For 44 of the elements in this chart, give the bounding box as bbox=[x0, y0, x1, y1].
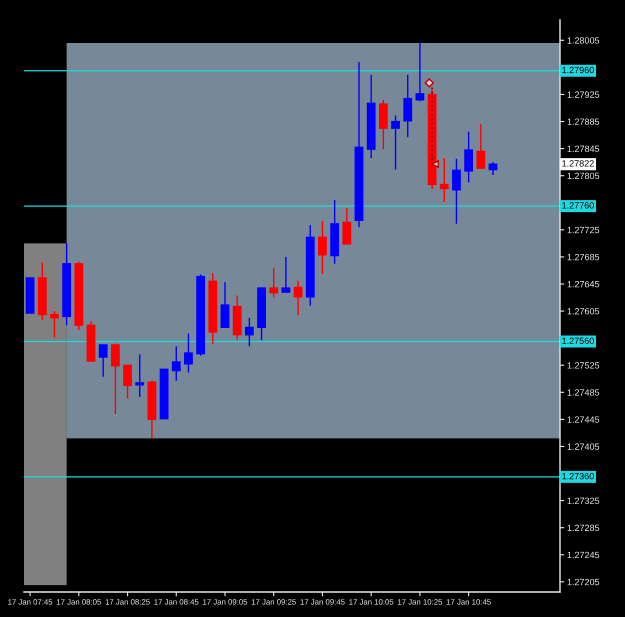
candlestick bbox=[269, 267, 278, 298]
candlestick bbox=[220, 281, 230, 328]
y-tick-label: 1.28005 bbox=[568, 37, 600, 44]
ref-line-label: 1.27760 bbox=[562, 202, 594, 209]
y-tick-label: 1.27525 bbox=[568, 362, 600, 369]
candlestick bbox=[342, 207, 352, 245]
candlestick bbox=[294, 280, 302, 316]
candlestick bbox=[440, 157, 449, 203]
candlestick bbox=[110, 342, 120, 415]
y-tick-label: 1.27725 bbox=[568, 226, 600, 234]
ref-line-label: 1.27960 bbox=[562, 66, 594, 74]
y-tick-label: 1.27805 bbox=[568, 172, 600, 180]
candlestick bbox=[123, 364, 132, 400]
candlestick bbox=[416, 42, 424, 102]
candlestick bbox=[172, 346, 181, 382]
candlestick bbox=[403, 74, 412, 138]
y-tick-label: 1.27485 bbox=[568, 389, 600, 396]
candlestick bbox=[244, 317, 254, 347]
candlestick bbox=[391, 114, 400, 170]
candlestick bbox=[50, 310, 59, 338]
y-tick-label: 1.27405 bbox=[568, 443, 600, 450]
candlestick bbox=[476, 124, 486, 169]
ref-line-label: 1.27360 bbox=[562, 472, 594, 480]
y-tick-label: 1.27645 bbox=[568, 280, 600, 288]
text: 1.27822 bbox=[562, 160, 594, 167]
candlestick bbox=[452, 158, 461, 224]
y-tick-label: 1.27845 bbox=[568, 146, 600, 152]
y-tick-label: 1.27285 bbox=[568, 524, 600, 532]
y-tick-label: 1.27885 bbox=[568, 118, 600, 125]
y-tick-label: 1.27205 bbox=[568, 578, 600, 586]
candlestick bbox=[464, 130, 474, 184]
y-tick-label: 1.27925 bbox=[568, 91, 600, 98]
y-tick-label: 1.27245 bbox=[568, 552, 600, 558]
candlestick bbox=[318, 220, 327, 275]
candlestick bbox=[488, 161, 498, 176]
candlestick bbox=[184, 332, 193, 374]
y-tick-label: 1.27445 bbox=[568, 416, 600, 423]
y-tick-label: 1.27325 bbox=[568, 498, 600, 504]
candlestick bbox=[98, 344, 108, 378]
candlestick bbox=[282, 256, 290, 294]
candlestick bbox=[135, 354, 144, 398]
ref-line-label: 1.27560 bbox=[562, 338, 594, 344]
y-tick-label: 1.27685 bbox=[568, 254, 600, 260]
y-tick-label: 1.27605 bbox=[568, 308, 600, 314]
